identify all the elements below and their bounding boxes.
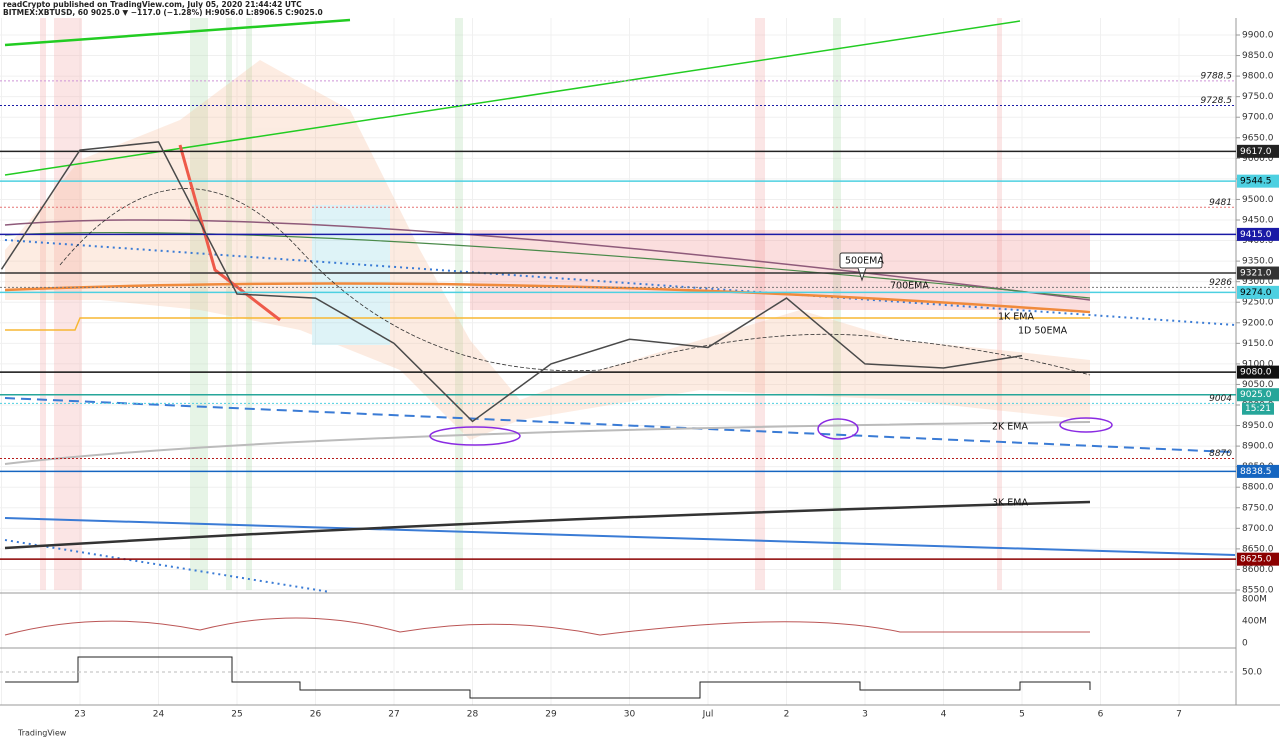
session-bands — [40, 18, 1002, 590]
y-tick-label: 9200.0 — [1242, 318, 1274, 328]
x-tick-label: 25 — [231, 710, 242, 720]
price-label: 9004 — [1209, 394, 1232, 404]
header: readCrypto published on TradingView.com,… — [3, 0, 302, 9]
y-tick-label: 8950.0 — [1242, 421, 1274, 431]
annotation: 2K EMA — [992, 422, 1028, 433]
y-tick-label: 8800.0 — [1242, 483, 1274, 493]
y-tick-label: 9850.0 — [1242, 51, 1274, 61]
price-label-box — [1237, 388, 1279, 402]
annotation: 700EMA — [890, 281, 929, 292]
x-tick-label: 6 — [1098, 710, 1104, 720]
price-label-box — [1237, 227, 1279, 241]
x-tick-label: 26 — [310, 710, 322, 720]
x-tick-label: 30 — [624, 710, 636, 720]
annotation: 1K EMA — [998, 312, 1034, 323]
x-tick-label: 7 — [1176, 710, 1182, 720]
y-tick-label: 9450.0 — [1242, 216, 1274, 226]
y-tick-label: 8900.0 — [1242, 442, 1274, 452]
y-tick-label: 9400.0 — [1242, 236, 1274, 246]
y-tick-label: 9900.0 — [1242, 31, 1274, 41]
countdown: 15:21 — [1245, 404, 1271, 414]
y-tick-label: 8550.0 — [1242, 586, 1274, 596]
price-label: 9415.0 — [1240, 230, 1272, 240]
x-tick-label: 5 — [1019, 710, 1025, 720]
countdown-box — [1242, 402, 1274, 415]
price-label: 9286 — [1209, 278, 1232, 288]
symbol-info: BITMEX:XBTUSD, 60 9025.0 ▼ −117.0 (−1.28… — [3, 8, 323, 17]
price-label-box — [1237, 464, 1279, 478]
price-label: 9728.5 — [1201, 96, 1233, 106]
price-label-box — [1237, 552, 1279, 566]
price-label: 9481 — [1209, 198, 1232, 208]
price-label-box — [1237, 266, 1279, 280]
volume-tick-label: 800M — [1242, 595, 1267, 605]
price-label: 8838.5 — [1240, 467, 1272, 477]
indicator-line — [5, 656, 1091, 699]
y-tick-label: 9100.0 — [1242, 359, 1274, 369]
price-label: 9025.0 — [1240, 390, 1272, 400]
x-tick-label: 2 — [784, 710, 790, 720]
y-tick-label: 9650.0 — [1242, 133, 1274, 143]
y-tick-label: 8600.0 — [1242, 565, 1274, 575]
price-label: 9321.0 — [1240, 269, 1272, 279]
y-tick-label: 9150.0 — [1242, 339, 1274, 349]
volume-indicator — [4, 617, 1090, 636]
price-label-box — [1237, 174, 1279, 188]
price-line — [0, 141, 1023, 423]
price-label-box — [1237, 144, 1279, 158]
volume-tick-label: 0 — [1242, 639, 1248, 649]
price-label: 9617.0 — [1240, 147, 1272, 157]
y-tick-label: 8650.0 — [1242, 544, 1274, 554]
x-tick-label: 4 — [941, 710, 947, 720]
y-tick-label: 9300.0 — [1242, 277, 1274, 287]
price-label-box — [1237, 365, 1279, 379]
brand: TradingView — [17, 729, 67, 738]
y-tick-label: 9350.0 — [1242, 257, 1274, 267]
x-tick-label: 28 — [467, 710, 479, 720]
y-tick-label: 9500.0 — [1242, 195, 1274, 205]
price-label: 9080.0 — [1240, 368, 1272, 378]
y-tick-label: 8700.0 — [1242, 524, 1274, 534]
y-tick-label: 9050.0 — [1242, 380, 1274, 390]
price-label-box — [1237, 285, 1279, 299]
y-tick-label: 9250.0 — [1242, 298, 1274, 308]
price-label: 9788.5 — [1201, 71, 1233, 81]
x-tick-label: 29 — [545, 710, 557, 720]
x-tick-label: 3 — [862, 710, 868, 720]
annotations: 500EMA 700EMA 1K EMA 1D 50EMA 2K EMA 3K … — [839, 252, 1068, 509]
y-tick-label: 9700.0 — [1242, 113, 1274, 123]
trend-lines — [4, 18, 1236, 593]
x-tick-label: 24 — [153, 710, 165, 720]
y-tick-label: 9750.0 — [1242, 92, 1274, 102]
y-tick-label: 9800.0 — [1242, 72, 1274, 82]
volume-tick-label: 400M — [1242, 617, 1267, 627]
x-tick-label: Jul — [702, 710, 714, 720]
x-tick-label: 27 — [388, 710, 399, 720]
indicator-tick-label: 50.0 — [1242, 668, 1262, 678]
price-label: 8870 — [1209, 449, 1232, 459]
price-label: 9544.5 — [1240, 177, 1272, 187]
price-label: 9274.0 — [1240, 288, 1272, 298]
annotation: 3K EMA — [992, 498, 1028, 509]
price-label: 8625.0 — [1240, 555, 1272, 565]
annotation: 500EMA — [845, 256, 884, 267]
x-tick-label: 23 — [74, 710, 85, 720]
y-tick-label: 9600.0 — [1242, 154, 1274, 164]
annotation: 1D 50EMA — [1018, 326, 1068, 337]
y-tick-label: 8750.0 — [1242, 503, 1274, 513]
